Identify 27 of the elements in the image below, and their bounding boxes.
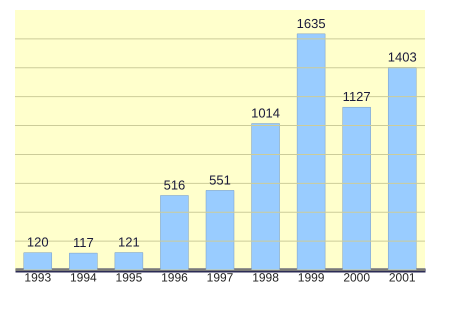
- data-label: 121: [118, 234, 140, 250]
- x-tick-label: 2001: [388, 270, 416, 284]
- x-tick-label: 1995: [116, 270, 143, 284]
- x-tick-label: 1997: [206, 270, 234, 284]
- bar: [342, 106, 371, 270]
- bar: [69, 252, 98, 270]
- x-tick-label: 1999: [298, 270, 325, 284]
- x-tick-label: 1993: [24, 270, 52, 284]
- x-tick-label: 1998: [252, 270, 280, 284]
- bar: [296, 34, 326, 270]
- x-tick-label: 1994: [70, 270, 98, 284]
- bar: [160, 195, 189, 270]
- data-label: 1403: [388, 49, 417, 64]
- data-label: 1127: [342, 89, 371, 104]
- bar: [24, 252, 52, 270]
- data-label: 117: [72, 235, 94, 250]
- bar: [388, 67, 416, 270]
- data-label: 516: [164, 177, 186, 192]
- x-tick-label: 1996: [161, 270, 188, 284]
- bar: [206, 190, 234, 270]
- data-label: 551: [209, 172, 231, 188]
- data-label: 1635: [296, 16, 326, 31]
- bar: [114, 252, 144, 270]
- x-tick-label: 2000: [343, 270, 370, 284]
- data-label: 1014: [251, 106, 280, 121]
- data-label: 120: [26, 234, 49, 250]
- bar: [251, 123, 280, 270]
